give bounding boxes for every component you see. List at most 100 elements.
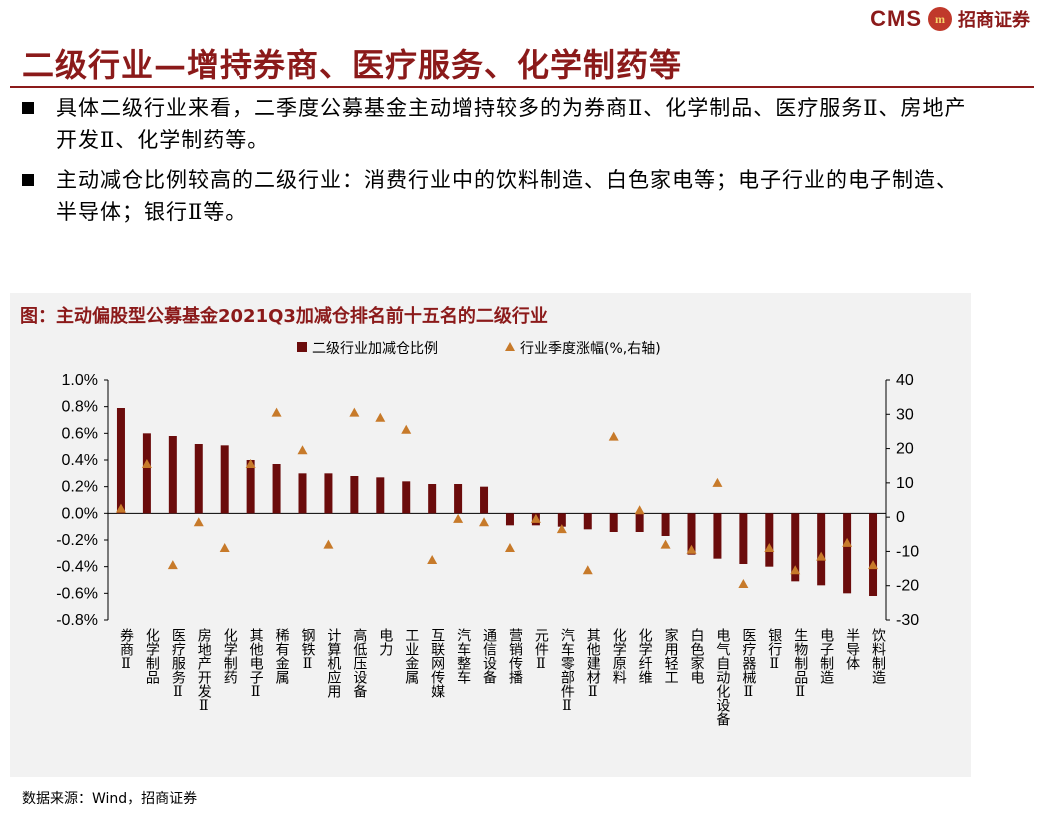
bar — [583, 513, 592, 530]
category-label: 高低压设备 — [351, 627, 367, 698]
category-label: 汽车整车 — [455, 628, 471, 684]
bar — [817, 513, 826, 586]
source-note: 数据来源：Wind，招商证券 — [22, 791, 198, 807]
marker-point — [167, 560, 178, 570]
bullet-list: 具体二级行业来看，二季度公募基金主动增持较多的为券商Ⅱ、化学制品、医疗服务Ⅱ、房… — [18, 92, 978, 236]
bar — [505, 513, 514, 526]
chart-panel: 图：主动偏股型公募基金2021Q3加减仓排名前十五名的二级行业 1.0% 0.8%… — [10, 293, 971, 777]
category-label: 稀有金属 — [274, 628, 290, 684]
legend-marker-label: 行业季度涨幅(%,右轴) — [520, 341, 661, 357]
left-tick-label: 0.4% — [62, 452, 98, 469]
marker-point — [479, 517, 490, 527]
category-label: 券商Ⅱ — [118, 628, 134, 672]
left-tick-label: 1.0% — [62, 372, 98, 389]
bar — [194, 444, 203, 514]
category-label: 电力 — [377, 628, 393, 657]
bar — [713, 513, 722, 559]
marker-point — [790, 565, 801, 575]
left-tick-label: -0.4% — [56, 559, 98, 576]
category-label: 互联网传媒 — [429, 628, 445, 698]
left-tick-label: -0.2% — [56, 532, 98, 549]
brand-logo: CMS m 招商证券 — [870, 6, 1030, 32]
bar — [609, 513, 618, 532]
category-label: 半导体 — [844, 628, 860, 670]
category-label: 营销传播 — [507, 628, 523, 684]
left-tick-label: 0.6% — [62, 425, 98, 442]
marker-point — [712, 477, 723, 487]
category-label: 饮料制造 — [870, 628, 886, 685]
marker-point — [323, 539, 334, 549]
marker-point — [504, 543, 515, 552]
category-label: 钢铁Ⅱ — [300, 628, 316, 672]
category-label: 医疗器械Ⅱ — [740, 628, 756, 700]
category-label: 化学制品 — [144, 628, 160, 684]
legend-marker-swatch — [505, 342, 515, 351]
bullet-item: 主动减仓比例较高的二级行业：消费行业中的饮料制造、白色家电等；电子行业的电子制造… — [18, 164, 978, 228]
marker-point — [634, 505, 645, 515]
marker-point — [245, 459, 256, 468]
left-tick-label: 0.0% — [62, 505, 98, 522]
marker-point — [453, 513, 464, 523]
marker-point — [530, 513, 541, 523]
bar — [376, 477, 385, 514]
marker-point — [842, 537, 853, 547]
bullet-square-icon — [22, 174, 34, 186]
legend-bar-label: 二级行业加减仓比例 — [312, 341, 438, 357]
category-label: 家用轻工 — [663, 627, 679, 684]
right-tick-label: -30 — [896, 612, 919, 629]
marker-point — [660, 539, 671, 549]
category-label: 电气自动化设备 — [714, 628, 730, 726]
marker-point — [401, 424, 412, 434]
bar — [635, 513, 644, 532]
right-tick-label: 30 — [896, 406, 914, 423]
bar — [557, 513, 566, 527]
category-label: 其他建材Ⅱ — [585, 628, 601, 700]
marker-point — [608, 431, 619, 441]
bar — [454, 484, 463, 514]
marker-point — [427, 555, 438, 564]
right-tick-label: 40 — [896, 372, 914, 389]
bullet-text: 具体二级行业来看，二季度公募基金主动增持较多的为券商Ⅱ、化学制品、医疗服务Ⅱ、房… — [56, 96, 967, 152]
right-tick-label: -20 — [896, 578, 919, 595]
bar — [428, 484, 437, 514]
category-label: 汽车零部件Ⅱ — [559, 628, 575, 714]
category-label: 化学制药 — [222, 628, 238, 684]
right-tick-label: -10 — [896, 543, 919, 560]
bar — [246, 460, 255, 514]
marker-point — [219, 543, 230, 552]
bar — [324, 473, 333, 514]
marker-point — [375, 412, 386, 422]
bar — [142, 433, 151, 514]
marker-point — [115, 503, 126, 513]
legend-bar-swatch — [297, 342, 307, 352]
bar — [220, 445, 229, 514]
bar — [739, 513, 748, 564]
left-tick-label: -0.8% — [56, 612, 98, 629]
right-tick-label: 0 — [896, 509, 905, 526]
marker-point — [582, 565, 593, 575]
brand-cms-text: CMS — [870, 6, 922, 31]
marker-point — [686, 544, 697, 554]
chart-svg: 1.0% 0.8% 0.6% 0.4% 0.2% 0.0% -0.2% -0.4% -0.6% -… — [56, 341, 919, 726]
chart-title: 图：主动偏股型公募基金2021Q3加减仓排名前十五名的二级行业 — [20, 306, 548, 327]
marker-point — [556, 524, 567, 534]
page-title: 二级行业—增持券商、医疗服务、化学制药等 — [22, 46, 683, 84]
marker-point — [868, 560, 879, 570]
bar — [116, 408, 125, 514]
title-divider — [10, 86, 1034, 88]
bar — [791, 513, 800, 582]
category-label: 电子制造 — [818, 628, 834, 685]
category-label: 银行Ⅱ — [766, 628, 782, 672]
bar — [272, 464, 281, 514]
marker-point — [349, 407, 360, 417]
category-label: 白色家电 — [689, 628, 705, 684]
bullet-text: 主动减仓比例较高的二级行业：消费行业中的饮料制造、白色家电等；电子行业的电子制造… — [56, 168, 958, 224]
bar — [480, 486, 489, 514]
category-label: 化学原料 — [611, 628, 627, 684]
bullet-item: 具体二级行业来看，二季度公募基金主动增持较多的为券商Ⅱ、化学制品、医疗服务Ⅱ、房… — [18, 92, 978, 156]
left-tick-label: 0.2% — [62, 479, 98, 496]
marker-point — [141, 459, 152, 468]
marker-point — [193, 517, 204, 527]
bar — [402, 481, 411, 514]
category-label: 其他电子Ⅱ — [248, 628, 264, 700]
